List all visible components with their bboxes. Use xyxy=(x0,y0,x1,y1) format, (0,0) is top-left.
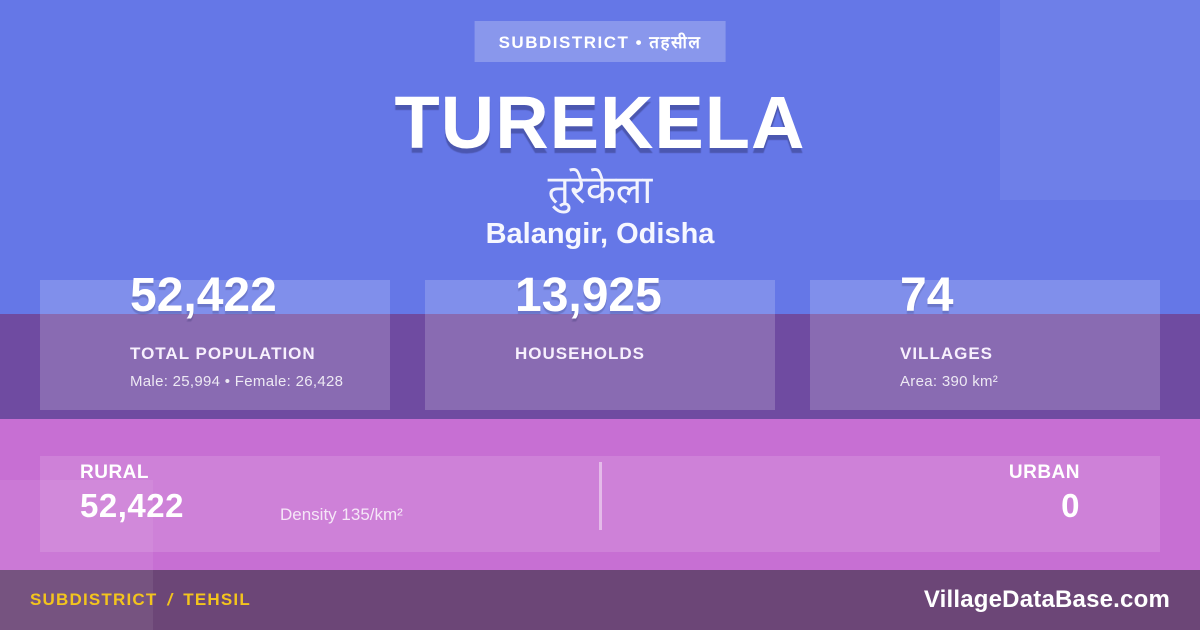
site-name: VillageDataBase.com xyxy=(923,586,1170,613)
population-label: TOTAL POPULATION xyxy=(130,344,316,363)
location-subtitle: Balangir, Odisha xyxy=(485,218,715,250)
footer: SUBDISTRICT / TEHSIL VillageDataBase.com xyxy=(0,570,1200,630)
decor-rect-bottom-left xyxy=(0,480,153,630)
page-title: TUREKELA xyxy=(394,81,806,164)
urban-group: URBAN 0 xyxy=(1009,463,1080,522)
page-title-native: तुरेकेला xyxy=(547,169,653,212)
rural-urban-panel: RURAL 52,422 Density 135/km² URBAN 0 xyxy=(40,456,1160,552)
type-badge: SUBDISTRICT • तहसील xyxy=(474,21,726,62)
footer-category-en: SUBDISTRICT xyxy=(30,590,158,609)
households-label: HOUSEHOLDS xyxy=(515,344,645,363)
villages-detail: Area: 390 km² xyxy=(900,373,999,390)
distribution-band-background xyxy=(0,419,1200,570)
stat-card-households: 13,925 HOUSEHOLDS xyxy=(425,272,775,410)
population-value: 52,422 xyxy=(130,269,277,322)
decor-rect-top-right xyxy=(1000,0,1200,200)
population-detail: Male: 25,994 • Female: 26,428 xyxy=(130,373,344,390)
vertical-divider xyxy=(599,462,602,530)
stat-card-villages: 74 VILLAGES Area: 390 km² xyxy=(810,272,1160,410)
rural-group: RURAL 52,422 xyxy=(80,463,184,522)
villages-label: VILLAGES xyxy=(900,344,994,363)
footer-separator: / xyxy=(167,590,174,609)
footer-category-alt: TEHSIL xyxy=(183,590,251,609)
households-value: 13,925 xyxy=(515,269,662,322)
density-text: Density 135/km² xyxy=(280,505,403,524)
footer-category: SUBDISTRICT / TEHSIL xyxy=(30,590,251,610)
footer-bar-background xyxy=(0,570,1200,630)
villages-value: 74 xyxy=(900,269,954,322)
rural-label: RURAL xyxy=(80,462,149,483)
urban-label: URBAN xyxy=(1008,462,1080,483)
rural-value: 52,422 xyxy=(80,487,184,524)
stat-card-population: 52,422 TOTAL POPULATION Male: 25,994 • F… xyxy=(40,272,390,410)
urban-value: 0 xyxy=(1061,487,1080,524)
stats-band-background xyxy=(0,314,1200,419)
